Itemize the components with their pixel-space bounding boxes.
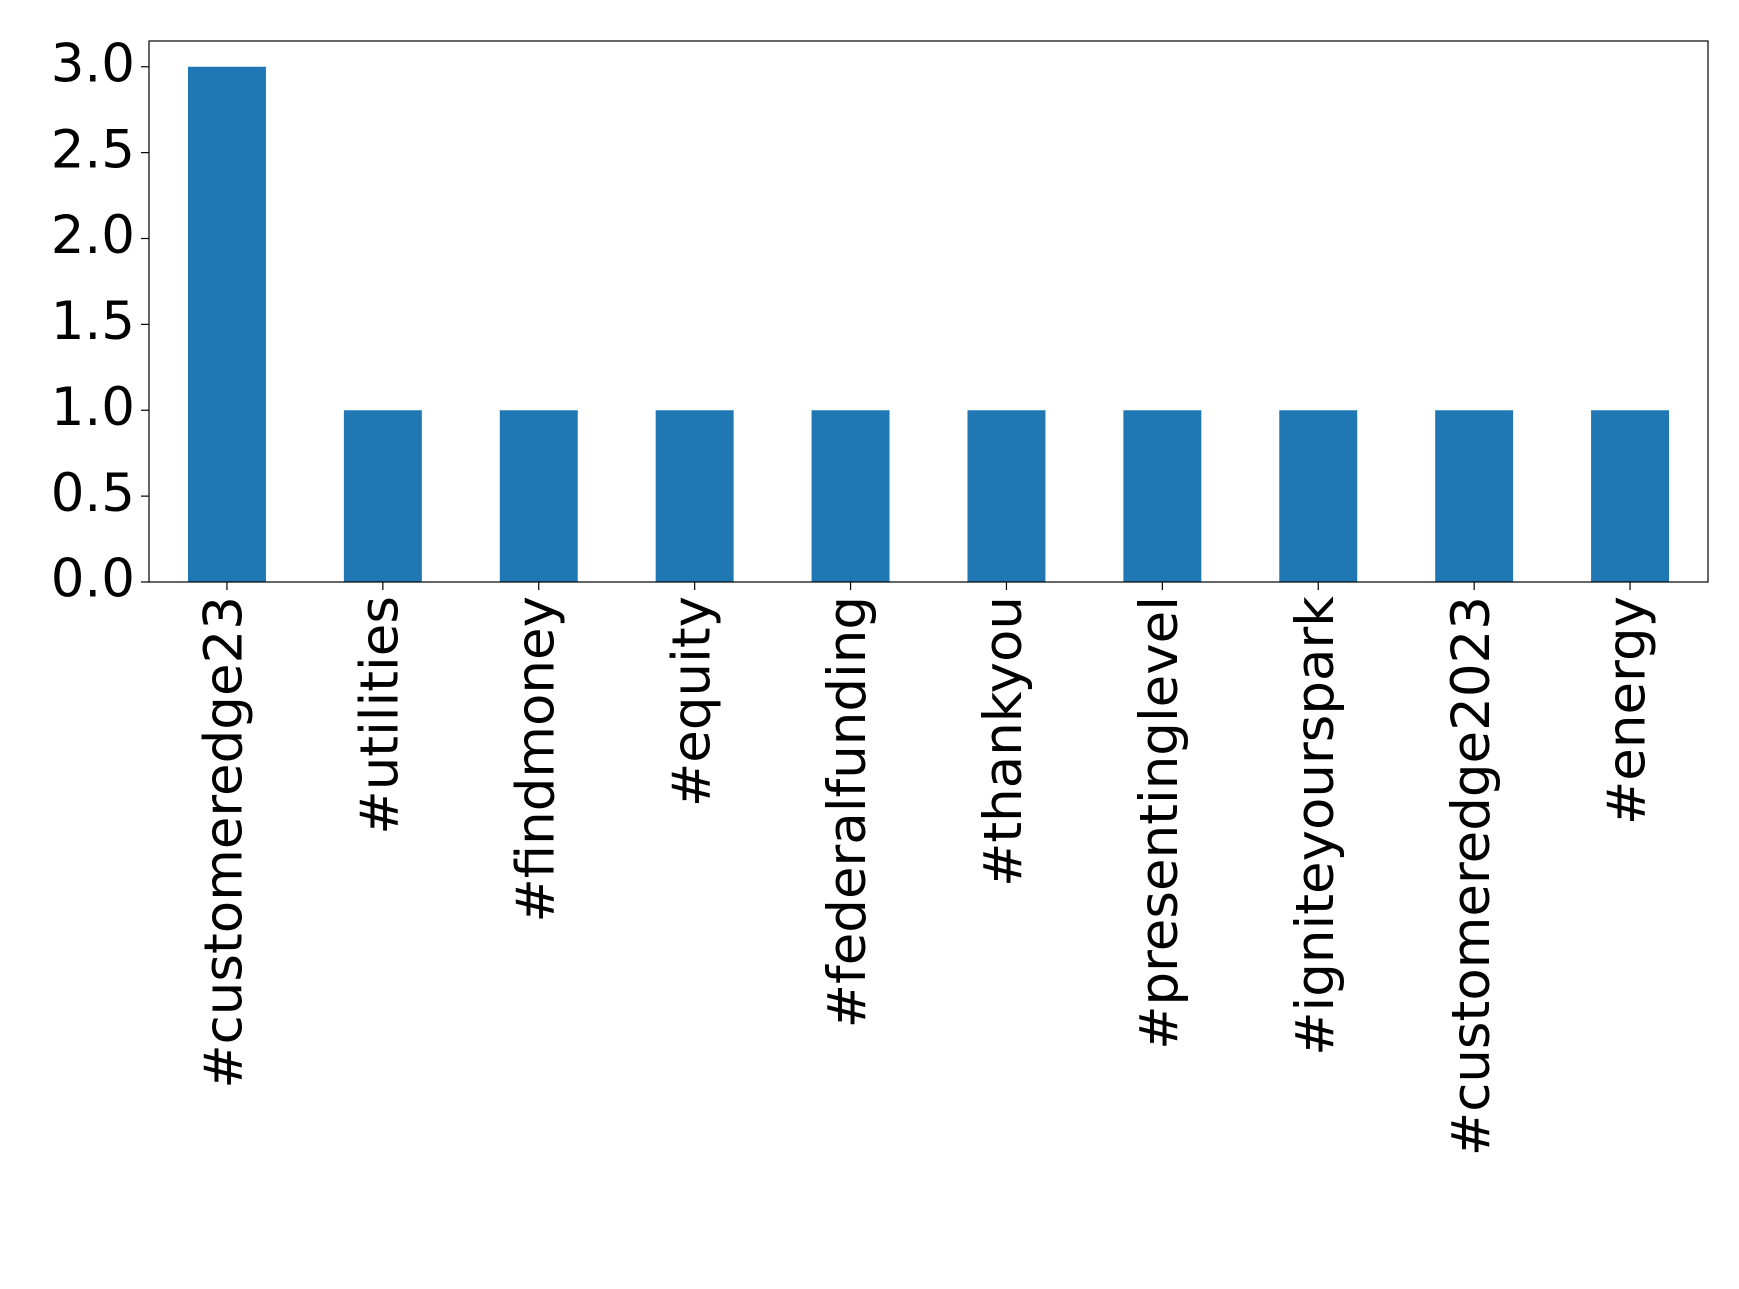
y-tick-label: 1.0 <box>51 377 135 438</box>
bar <box>1123 410 1202 582</box>
x-tick-label: #customeredge23 <box>194 596 255 1089</box>
bar <box>811 410 890 582</box>
y-tick-label: 2.0 <box>51 205 135 266</box>
x-tick-label: #energy <box>1597 596 1658 825</box>
plot-frame <box>148 40 1709 583</box>
y-tick-label: 0.5 <box>51 463 135 524</box>
bar <box>655 410 734 582</box>
y-tick-label: 1.5 <box>51 291 135 352</box>
y-tick-label: 0.0 <box>51 549 135 610</box>
x-tick-label: #customeredge2023 <box>1441 596 1502 1156</box>
x-tick-label: #equity <box>661 596 722 807</box>
x-tick-label: #findmoney <box>505 596 566 923</box>
bar <box>499 410 578 582</box>
bar <box>1591 410 1670 582</box>
bar <box>1435 410 1514 582</box>
y-tick-label: 2.5 <box>51 119 135 180</box>
bar <box>967 410 1046 582</box>
bar <box>1279 410 1358 582</box>
x-tick-label: #federalfunding <box>817 596 878 1028</box>
y-tick-label: 3.0 <box>51 33 135 94</box>
bar <box>187 66 266 582</box>
x-tick-label: #presentinglevel <box>1129 596 1190 1050</box>
x-tick-label: #thankyou <box>973 596 1034 887</box>
x-tick-label: #utilities <box>349 596 410 835</box>
bar <box>343 410 422 582</box>
x-tick-label: #igniteyourspark <box>1285 596 1346 1056</box>
